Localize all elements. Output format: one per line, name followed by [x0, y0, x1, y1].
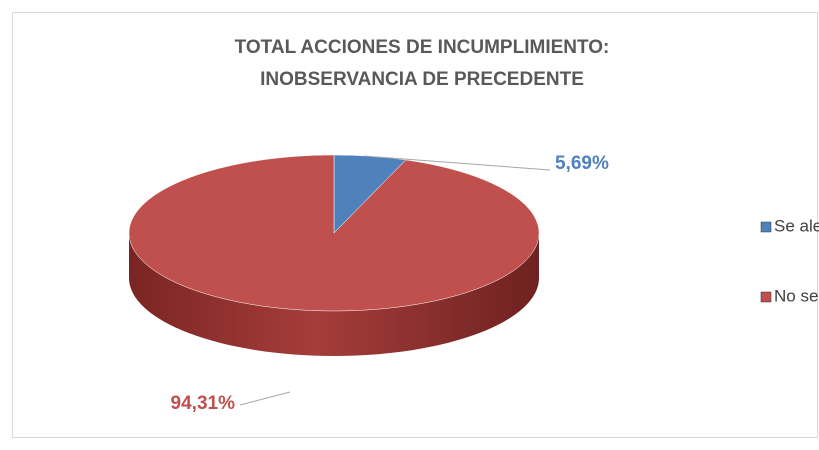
- legend-label: No se alega: [774, 286, 819, 305]
- chart-title: INOBSERVANCIA DE PRECEDENTE: [260, 69, 584, 90]
- data-label: 94,31%: [171, 393, 236, 414]
- chart-title: TOTAL ACCIONES DE INCUMPLIMIENTO:: [235, 37, 610, 58]
- legend-label: Se alega: [774, 216, 819, 235]
- pie-slice: [128, 154, 540, 312]
- leader-line: [239, 391, 291, 406]
- legend-swatch: [760, 291, 772, 303]
- leader-line: [363, 155, 551, 171]
- pie-side: [129, 233, 539, 356]
- data-label: 5,69%: [555, 153, 609, 174]
- legend-swatch: [760, 221, 772, 233]
